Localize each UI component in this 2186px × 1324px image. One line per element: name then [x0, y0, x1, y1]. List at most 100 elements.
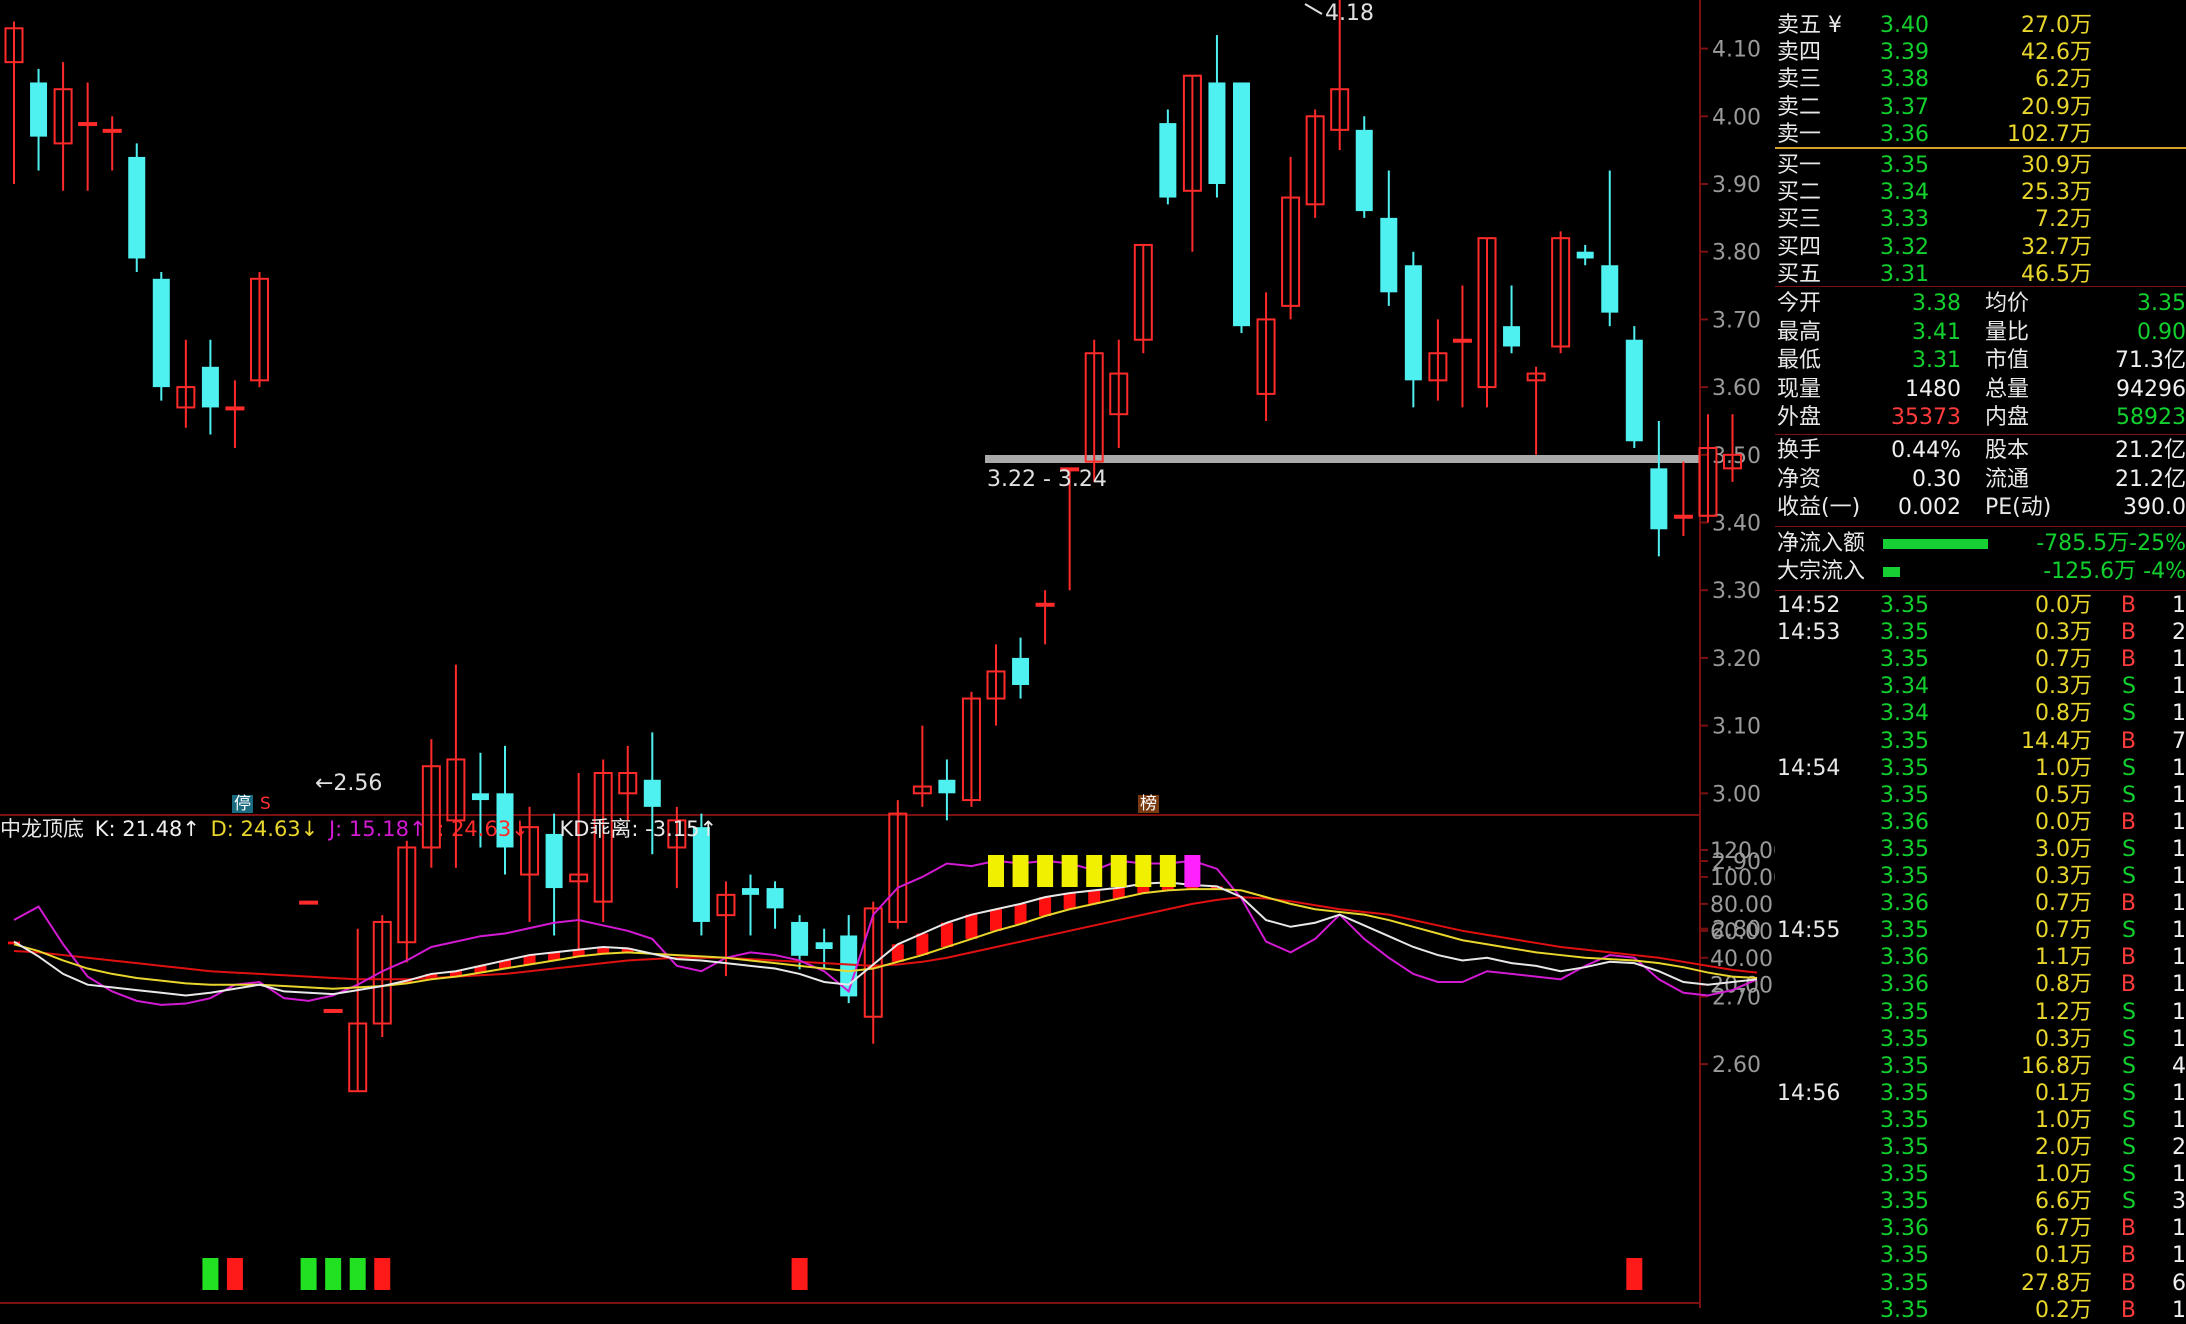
tick-row[interactable]: 3.35 0.2万 B 1 [1775, 1297, 2186, 1324]
candle-body [78, 122, 98, 127]
order-level-label: 卖四 [1777, 40, 1822, 66]
indicator-bar [1088, 890, 1101, 904]
tick-count: 1 [2172, 755, 2186, 781]
tick-row[interactable]: 3.35 0.3万 S 1 [1775, 1026, 2186, 1053]
tick-row[interactable]: 3.35 0.5万 S 1 [1775, 782, 2186, 809]
tick-row[interactable]: 3.35 27.8万 B 6 [1775, 1270, 2186, 1297]
bottom-signal-block [791, 1258, 808, 1290]
tick-direction: S [2122, 1135, 2136, 1160]
tick-volume: 0.3万 [2035, 1026, 2092, 1052]
tick-direction: B [2120, 1216, 2136, 1242]
tick-row[interactable]: 3.35 14.4万 B 7 [1775, 728, 2186, 755]
order-book-row-buy[interactable]: 买二 3.34 25.3万 [1775, 179, 2186, 206]
stat-label: 量比 [1985, 319, 2030, 345]
quote-panel: 卖五 ¥ 3.40 27.0万 卖四 3.39 42.6万 卖三 3.38 6.2万 卖二 3.37… [1775, 0, 2186, 1323]
tick-row[interactable]: 3.36 1.1万 B 1 [1775, 944, 2186, 971]
order-book-row-sell[interactable]: 卖四 3.39 42.6万 [1775, 39, 2186, 66]
quote-stat-row: 最低 3.31 市值 71.3亿 [1775, 347, 2186, 374]
tick-row[interactable]: 3.36 0.7万 B 1 [1775, 890, 2186, 917]
candle-body [372, 920, 392, 1025]
tick-row[interactable]: 3.35 6.6万 S 3 [1775, 1188, 2186, 1215]
tick-row[interactable]: 3.35 0.1万 B 1 [1775, 1242, 2186, 1269]
tick-volume: 1.0万 [2035, 755, 2092, 781]
tick-volume: 6.6万 [2035, 1189, 2092, 1215]
panel-divider [1775, 590, 2186, 591]
candle-body [1673, 514, 1693, 519]
tick-row[interactable]: 14:55 3.35 0.7万 S 1 [1775, 917, 2186, 944]
price-tick-label: 3.60 [1712, 376, 1761, 401]
flow-value: -125.6万 -4% [2043, 559, 2186, 584]
tick-row[interactable]: 14:56 3.35 0.1万 S 1 [1775, 1080, 2186, 1107]
order-book-row-buy[interactable]: 买五 3.31 46.5万 [1775, 261, 2186, 288]
limit-badge[interactable]: 停 [232, 794, 253, 814]
tick-volume: 0.1万 [2035, 1080, 2092, 1106]
tick-direction: B [2120, 1297, 2136, 1323]
tick-row[interactable]: 3.35 1.0万 S 1 [1775, 1161, 2186, 1188]
order-level-label: 卖二 [1777, 94, 1822, 120]
tick-time: 14:53 [1777, 620, 1841, 646]
high-price-pointer [1304, 3, 1323, 15]
tick-row[interactable]: 3.35 0.7万 B 1 [1775, 646, 2186, 673]
indicator-tick-label: 120.00 [1710, 839, 1775, 864]
order-book-row-buy[interactable]: 买一 3.35 30.9万 [1775, 152, 2186, 179]
tick-direction: S [2122, 864, 2136, 889]
tick-price: 3.35 [1880, 1189, 1929, 1215]
stat-label: 今开 [1777, 291, 1822, 316]
tick-row[interactable]: 3.34 0.3万 S 1 [1775, 673, 2186, 700]
order-book-row-sell[interactable]: 卖一 3.36 102.7万 [1775, 121, 2186, 148]
tick-row[interactable]: 3.35 2.0万 S 2 [1775, 1134, 2186, 1161]
price-tick-label: 2.70 [1712, 985, 1761, 1010]
candle-body [496, 793, 514, 848]
kline-chart[interactable]: 4.10 4.00 3.90 3.80 3.70 3.60 3.50 3.40 3.30 3.20… [0, 0, 1775, 1308]
indicator-tick-label: 100.00 [1710, 866, 1775, 891]
tick-row[interactable]: 14:54 3.35 1.0万 S 1 [1775, 755, 2186, 782]
tick-row[interactable]: 3.36 0.8万 B 1 [1775, 971, 2186, 998]
candle-body [1208, 82, 1226, 185]
tick-volume: 16.8万 [2021, 1053, 2092, 1079]
order-book-row-buy[interactable]: 买四 3.32 32.7万 [1775, 234, 2186, 261]
tick-price: 3.36 [1880, 945, 1929, 971]
tick-row[interactable]: 3.36 0.0万 B 1 [1775, 809, 2186, 836]
price-tick-label: 3.70 [1712, 308, 1761, 333]
tick-row[interactable]: 3.35 1.2万 S 1 [1775, 999, 2186, 1026]
tick-price: 3.35 [1880, 864, 1929, 889]
tick-row[interactable]: 3.35 0.3万 S 1 [1775, 863, 2186, 890]
tick-row[interactable]: 3.34 0.8万 S 1 [1775, 700, 2186, 727]
candle-body [176, 386, 196, 409]
flow-label: 大宗流入 [1777, 559, 1866, 584]
candle-body [1452, 338, 1472, 343]
tick-count: 1 [2172, 593, 2186, 618]
tick-row[interactable]: 3.35 3.0万 S 1 [1775, 836, 2186, 863]
tick-volume: 14.4万 [2021, 728, 2092, 754]
bottom-signal-block [374, 1258, 391, 1290]
candle-body [815, 942, 833, 950]
quote-stat-row: 现量 1480 总量 94296 [1775, 376, 2186, 403]
tick-direction: S [2122, 782, 2136, 808]
tick-count: 3 [2172, 1189, 2186, 1215]
candle-body [1060, 467, 1080, 472]
tick-row[interactable]: 3.36 6.7万 B 1 [1775, 1215, 2186, 1242]
tick-volume: 1.0万 [2035, 1162, 2092, 1188]
order-book-row-sell[interactable]: 卖三 3.38 6.2万 [1775, 66, 2186, 93]
order-book-row-sell[interactable]: 卖五 ¥ 3.40 27.0万 [1775, 12, 2186, 39]
tick-row[interactable]: 14:52 3.35 0.0万 B 1 [1775, 592, 2186, 619]
indicator-bar [597, 946, 610, 954]
tick-row[interactable]: 14:53 3.35 0.3万 B 2 [1775, 619, 2186, 646]
tick-price: 3.35 [1880, 1053, 1929, 1079]
candle-body [348, 1022, 368, 1093]
order-book-row-sell[interactable]: 卖二 3.37 20.9万 [1775, 94, 2186, 121]
candle-body [618, 772, 638, 795]
s-badge[interactable]: S [260, 794, 271, 814]
stat-value: 71.3亿 [2115, 348, 2186, 373]
stat-value: 3.41 [1912, 319, 1961, 345]
rank-badge[interactable]: 榜 [1138, 794, 1159, 814]
candle-body [421, 765, 441, 849]
kline-chart-area[interactable]: 4.10 4.00 3.90 3.80 3.70 3.60 3.50 3.40 3.30 3.20… [0, 0, 1775, 1308]
tick-row[interactable]: 3.35 16.8万 S 4 [1775, 1053, 2186, 1080]
tick-direction: B [2120, 972, 2136, 998]
tick-count: 2 [2172, 1135, 2186, 1160]
tick-price: 3.36 [1880, 1216, 1929, 1242]
order-book-row-buy[interactable]: 买三 3.33 7.2万 [1775, 206, 2186, 233]
candle-body [1477, 237, 1497, 389]
tick-row[interactable]: 3.35 1.0万 S 1 [1775, 1107, 2186, 1134]
